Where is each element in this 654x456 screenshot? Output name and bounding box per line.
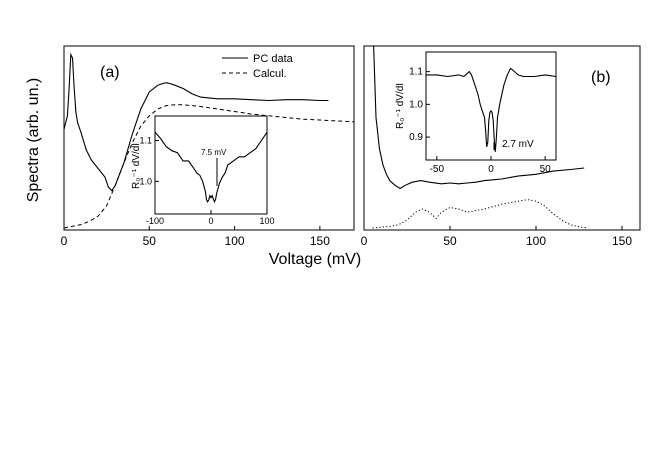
- inset-a-x-tick-label: 100: [259, 216, 274, 226]
- panel-a-label: (a): [100, 64, 120, 81]
- inset-a-y-tick-label: 1.1: [139, 136, 152, 146]
- panel-b-x-tick-label: 150: [612, 234, 632, 248]
- inset-a-y-title: R₀⁻¹ dV/dI: [131, 143, 142, 189]
- panel-b-frame: [363, 45, 641, 231]
- panel-b-series-dotted: [372, 199, 588, 229]
- inset-b-ticks: -50 0 50 0.9 1.0 1.1: [409, 67, 551, 175]
- y-axis-title: Spectra (arb. un.): [25, 78, 42, 203]
- panel-a-inset: R₀⁻¹ dV/dI -100 0 100 1.0 1.1 7.5 mV: [131, 115, 275, 227]
- series-pc-data: [63, 52, 329, 192]
- inset-a-curve: [154, 131, 268, 204]
- inset-a-y-tick-label: 1.0: [139, 176, 152, 186]
- panel-b-label: (b): [591, 69, 611, 86]
- panel-b: (b) 0 50 100 150 R₀⁻¹ dV/dI -50 0 50 0.9 1.0 1.1…: [361, 45, 641, 248]
- legend-label-pc-data: PC data: [253, 53, 294, 65]
- panel-b-series-solid: [373, 46, 585, 190]
- inset-b-x-tick-label: -50: [430, 164, 445, 175]
- inset-b-annotation: 2.7 mV: [502, 139, 534, 150]
- inset-a-ticks: -100 0 100 1.0 1.1: [139, 136, 274, 227]
- inset-a-x-tick-label: 0: [208, 216, 213, 226]
- series-calcul: [63, 104, 355, 229]
- panel-a-x-ticks: 0 50 100 150: [61, 226, 330, 248]
- panel-a-frame: [63, 45, 355, 231]
- inset-a-annotation: 7.5 mV: [201, 148, 227, 157]
- inset-a-frame: [154, 115, 268, 215]
- inset-b-y-title: R₀⁻¹ dV/dI: [395, 83, 406, 129]
- inset-b-series: [426, 67, 557, 152]
- inset-a-series: [154, 131, 268, 204]
- panel-b-series: [372, 46, 588, 229]
- panel-b-x-tick-label: 100: [526, 234, 546, 248]
- panel-a-x-tick-label: 50: [143, 234, 157, 248]
- panel-a-x-tick-label: 0: [61, 234, 68, 248]
- panel-b-x-ticks: 0 50 100 150: [361, 226, 632, 248]
- inset-b-curve: [426, 67, 557, 152]
- legend-label-calcul: Calcul.: [253, 68, 287, 80]
- inset-b-y-tick-label: 1.1: [409, 67, 423, 78]
- panel-b-inset: R₀⁻¹ dV/dI -50 0 50 0.9 1.0 1.1 2.7 mV: [395, 51, 557, 175]
- x-axis-title: Voltage (mV): [269, 251, 361, 268]
- inset-b-frame: [425, 51, 557, 161]
- panel-a-legend: PC data Calcul.: [222, 53, 294, 80]
- panel-a: (a) 0 50 100 150 PC data Calcul. R₀⁻¹ dV/dI…: [61, 45, 355, 248]
- panel-a-x-tick-label: 100: [225, 234, 245, 248]
- inset-b-y-tick-label: 0.9: [409, 132, 423, 143]
- panel-a-series: [63, 52, 355, 229]
- panel-a-x-tick-label: 150: [310, 234, 330, 248]
- inset-b-x-tick-label: 0: [488, 164, 494, 175]
- panel-b-x-tick-label: 0: [361, 234, 368, 248]
- panel-b-x-tick-label: 50: [443, 234, 457, 248]
- inset-b-x-tick-label: 50: [540, 164, 552, 175]
- inset-b-y-tick-label: 1.0: [409, 99, 423, 110]
- inset-a-x-tick-label: -100: [146, 216, 164, 226]
